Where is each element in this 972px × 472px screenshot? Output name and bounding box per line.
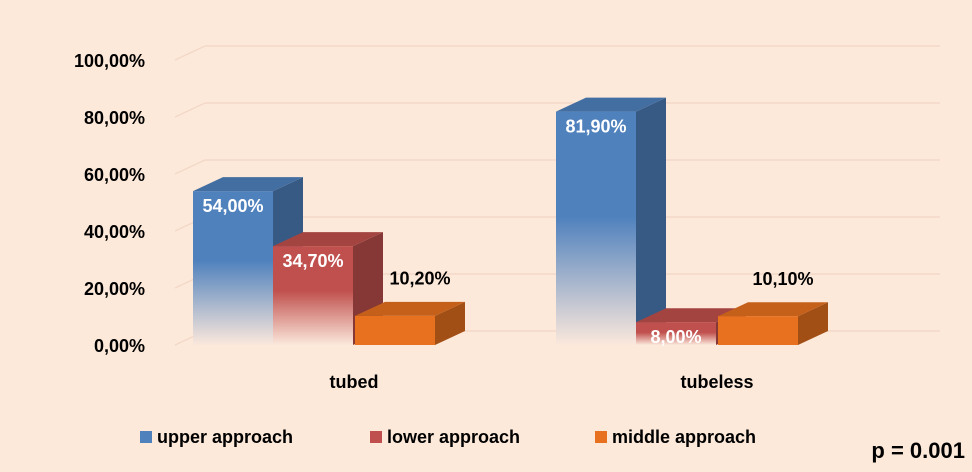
legend-label: middle approach <box>612 427 756 447</box>
bar <box>556 97 666 346</box>
bar-top <box>355 301 465 316</box>
bar-front <box>556 111 636 346</box>
bar-top <box>193 177 303 192</box>
y-tick-label: 40,00% <box>84 222 145 242</box>
value-label: 81,90% <box>565 116 626 136</box>
value-label: 10,10% <box>752 269 813 289</box>
x-tick-label: tubed <box>330 372 379 392</box>
x-tick-label: tubeless <box>680 372 753 392</box>
bar-top <box>556 97 666 112</box>
value-label: 8,00% <box>650 327 701 347</box>
bar-side <box>435 301 465 345</box>
bar-top <box>718 302 828 317</box>
legend-swatch <box>370 431 382 443</box>
bar-front <box>636 322 716 345</box>
bar-front <box>718 316 798 345</box>
value-label: 10,20% <box>389 269 450 289</box>
bar-side <box>798 302 828 345</box>
y-tick-label: 60,00% <box>84 165 145 185</box>
legend-label: lower approach <box>387 427 520 447</box>
bar <box>355 301 465 345</box>
bar-front <box>273 246 353 345</box>
grid-line-side <box>174 159 206 175</box>
value-label: 34,70% <box>282 251 343 271</box>
legend-label: upper approach <box>157 427 293 447</box>
bar <box>273 232 383 345</box>
y-tick-label: 100,00% <box>74 51 145 71</box>
bar-side <box>636 97 666 346</box>
y-tick-label: 20,00% <box>84 279 145 299</box>
grid-line-side <box>174 102 206 118</box>
bar-front <box>193 191 273 345</box>
bar <box>718 302 828 345</box>
y-tick-label: 80,00% <box>84 108 145 128</box>
grid-line-side <box>174 45 206 61</box>
bar-top <box>273 232 383 247</box>
value-label: 54,00% <box>202 196 263 216</box>
legend-swatch <box>140 431 152 443</box>
legend-swatch <box>595 431 607 443</box>
annotation: p = 0.001 <box>871 438 965 463</box>
bar-front <box>355 315 435 345</box>
y-tick-label: 0,00% <box>94 336 145 356</box>
